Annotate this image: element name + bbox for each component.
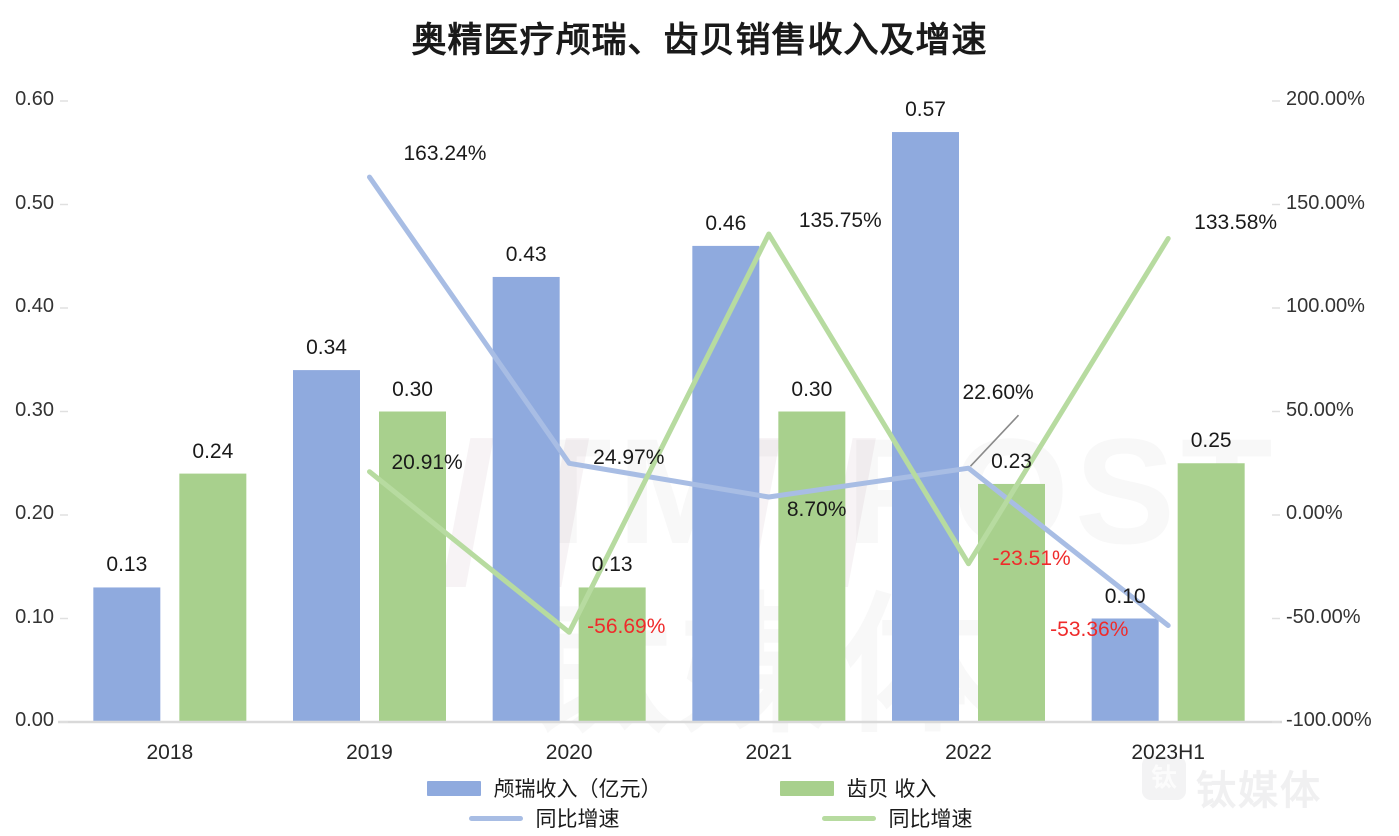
legend-label-blue-line: 同比增速 bbox=[535, 808, 620, 831]
x-axis-tick: 2021 bbox=[745, 741, 793, 764]
bar-value-label: 0.30 bbox=[392, 377, 433, 401]
legend-swatch-blue-bar bbox=[426, 780, 481, 796]
trend-value-label: -23.51% bbox=[992, 546, 1071, 570]
bar-value-label: 0.30 bbox=[791, 377, 833, 401]
legend-swatch-blue-line bbox=[468, 815, 523, 821]
trend-value-label: 133.58% bbox=[1194, 211, 1278, 235]
bar bbox=[1091, 618, 1159, 722]
y-axis-left-tick: 0.50 bbox=[15, 191, 54, 214]
legend-group-blue: 颅瑞收入（亿元） 同比增速 bbox=[426, 774, 662, 836]
bar bbox=[379, 411, 446, 722]
legend-group-green: 齿贝 收入 同比增速 bbox=[779, 774, 973, 836]
y-axis-right-tick: 50.00% bbox=[1286, 398, 1354, 421]
y-axis-left-tick: 0.10 bbox=[15, 605, 54, 628]
bar bbox=[492, 276, 560, 722]
trend-line bbox=[367, 174, 1171, 628]
legend-label-blue-bar: 颅瑞收入（亿元） bbox=[493, 778, 662, 801]
legend-item-green-line[interactable]: 同比增速 bbox=[780, 804, 973, 832]
y-axis-right-tick: -50.00% bbox=[1286, 605, 1361, 628]
y-axis-right-tick: 150.00% bbox=[1286, 191, 1365, 214]
bar bbox=[179, 473, 247, 722]
bar-value-label: 0.24 bbox=[192, 439, 234, 463]
bar-value-label: 0.57 bbox=[905, 98, 946, 122]
trend-value-label: 22.60% bbox=[962, 381, 1034, 405]
y-axis-right-tick: 100.00% bbox=[1286, 295, 1365, 317]
legend-item-blue-line[interactable]: 同比增速 bbox=[427, 804, 662, 832]
trend-value-label: -53.36% bbox=[1050, 618, 1129, 642]
trend-value-label: 8.70% bbox=[786, 497, 847, 521]
legend-label-green-line: 同比增速 bbox=[888, 808, 973, 831]
trend-value-label: 163.24% bbox=[403, 142, 487, 166]
bar-value-label: 0.10 bbox=[1104, 584, 1146, 608]
y-axis-left-tick: 0.40 bbox=[15, 295, 54, 317]
axis-layer bbox=[58, 100, 1282, 724]
bar-value-label: 0.23 bbox=[991, 449, 1032, 473]
y-axis-right-tick: -100.00% bbox=[1286, 709, 1372, 731]
bar bbox=[93, 587, 161, 722]
bar bbox=[892, 132, 959, 723]
bar-value-label: 0.13 bbox=[591, 553, 633, 577]
bar-value-label: 0.46 bbox=[705, 211, 747, 235]
leader-lines-layer bbox=[969, 414, 1020, 467]
bar bbox=[978, 483, 1045, 722]
trend-value-label: 20.91% bbox=[391, 450, 463, 474]
legend-swatch-green-line bbox=[821, 815, 876, 821]
legend-item-green-bar[interactable]: 齿贝 收入 bbox=[779, 774, 973, 802]
bar bbox=[578, 587, 646, 722]
x-axis-tick: 2019 bbox=[346, 741, 393, 764]
chart-legend: 颅瑞收入（亿元） 同比增速 齿贝 收入 同比增速 bbox=[0, 774, 1399, 836]
lines-layer bbox=[367, 174, 1171, 635]
legend-swatch-green-bar bbox=[779, 780, 834, 796]
bar-value-label: 0.43 bbox=[505, 242, 547, 266]
bar-value-label: 0.13 bbox=[106, 553, 148, 577]
legend-item-blue-bar[interactable]: 颅瑞收入（亿元） bbox=[426, 774, 662, 802]
y-axis-left-tick: 0.30 bbox=[15, 398, 54, 421]
bar bbox=[778, 411, 846, 722]
bar bbox=[1177, 463, 1245, 722]
bar-value-label: 0.25 bbox=[1190, 429, 1232, 453]
legend-label-green-bar: 齿贝 收入 bbox=[846, 778, 937, 801]
y-axis-right-tick: 0.00% bbox=[1286, 502, 1343, 524]
x-axis-tick: 2020 bbox=[545, 741, 593, 764]
trend-line bbox=[367, 231, 1171, 635]
leader-line bbox=[969, 414, 1020, 467]
chart-title: 奥精医疗颅瑞、齿贝销售收入及增速 bbox=[411, 21, 988, 60]
x-axis-tick: 2022 bbox=[945, 741, 992, 764]
y-axis-right-tick: 200.00% bbox=[1286, 88, 1365, 110]
trend-value-label: 135.75% bbox=[798, 208, 882, 232]
x-axis-tick: 2023H1 bbox=[1131, 741, 1205, 764]
y-axis-left-tick: 0.20 bbox=[15, 502, 54, 524]
y-axis-left-tick: 0.60 bbox=[15, 88, 54, 110]
bar bbox=[293, 370, 360, 722]
x-axis-tick: 2018 bbox=[146, 741, 194, 764]
bar-value-label: 0.34 bbox=[306, 336, 347, 360]
trend-value-label: 24.97% bbox=[593, 446, 665, 470]
trend-value-label: -56.69% bbox=[587, 615, 666, 639]
y-axis-left-tick: 0.00 bbox=[15, 709, 54, 731]
